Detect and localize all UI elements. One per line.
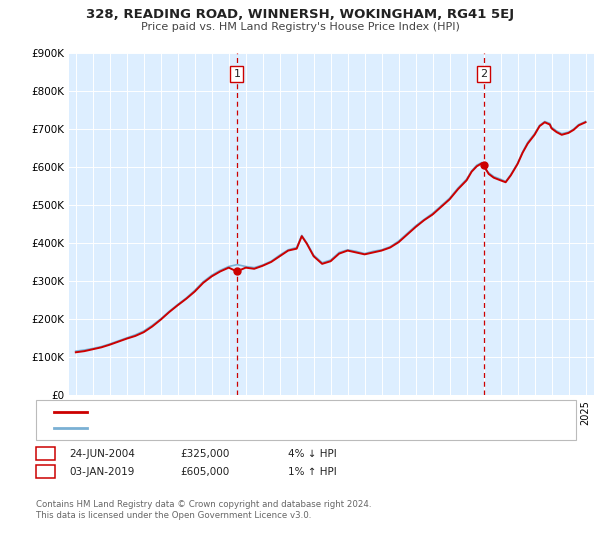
Text: 24-JUN-2004: 24-JUN-2004 [69, 449, 135, 459]
Text: 03-JAN-2019: 03-JAN-2019 [69, 466, 134, 477]
Text: HPI: Average price, detached house, Wokingham: HPI: Average price, detached house, Woki… [93, 423, 331, 433]
Text: Price paid vs. HM Land Registry's House Price Index (HPI): Price paid vs. HM Land Registry's House … [140, 22, 460, 32]
Text: 2: 2 [42, 466, 49, 477]
Text: 328, READING ROAD, WINNERSH, WOKINGHAM, RG41 5EJ (detached house): 328, READING ROAD, WINNERSH, WOKINGHAM, … [93, 407, 465, 417]
Text: 1: 1 [42, 449, 49, 459]
Text: £325,000: £325,000 [180, 449, 229, 459]
Text: 328, READING ROAD, WINNERSH, WOKINGHAM, RG41 5EJ: 328, READING ROAD, WINNERSH, WOKINGHAM, … [86, 8, 514, 21]
Text: 1% ↑ HPI: 1% ↑ HPI [288, 466, 337, 477]
Text: £605,000: £605,000 [180, 466, 229, 477]
Text: 4% ↓ HPI: 4% ↓ HPI [288, 449, 337, 459]
Text: Contains HM Land Registry data © Crown copyright and database right 2024.
This d: Contains HM Land Registry data © Crown c… [36, 500, 371, 520]
Text: 2: 2 [480, 69, 487, 79]
Text: 1: 1 [233, 69, 241, 79]
